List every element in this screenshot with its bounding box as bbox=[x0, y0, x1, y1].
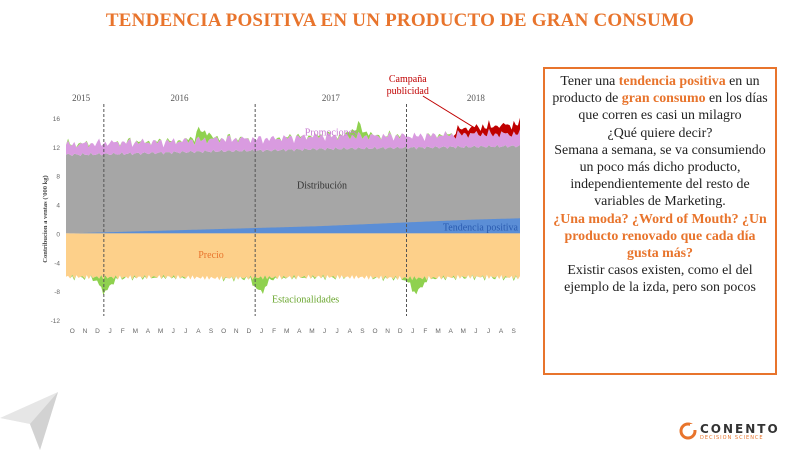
x-tick-label: D bbox=[247, 328, 252, 335]
year-label: 2016 bbox=[171, 93, 190, 103]
y-tick-label: -8 bbox=[54, 289, 60, 296]
estacionalidades-label: Estacionalidades bbox=[272, 295, 339, 306]
x-tick-label: J bbox=[336, 328, 339, 335]
x-tick-label: N bbox=[83, 328, 88, 335]
y-tick-label: 8 bbox=[56, 174, 60, 181]
x-tick-label: J bbox=[109, 328, 112, 335]
x-tick-label: O bbox=[70, 328, 75, 335]
year-label: 2018 bbox=[467, 93, 486, 103]
y-axis-label: Contribucion a ventas ('000 kg) bbox=[42, 175, 49, 262]
tendencia-label: Tendencia positiva bbox=[443, 223, 519, 234]
x-tick-label: M bbox=[461, 328, 466, 335]
x-tick-label: A bbox=[146, 328, 151, 335]
text-p1-a: Tener una bbox=[560, 74, 619, 89]
logo-tagline: DECISION SCIENCE bbox=[700, 435, 764, 441]
text-highlight-gran-consumo: gran consumo bbox=[621, 91, 706, 107]
precio-label: Precio bbox=[198, 250, 224, 261]
x-tick-label: F bbox=[121, 328, 125, 335]
text-explanation: Semana a semana, se va consumiendo un po… bbox=[554, 142, 766, 210]
x-tick-label: M bbox=[158, 328, 163, 335]
x-tick-label: O bbox=[372, 328, 377, 335]
distribucion-area bbox=[66, 144, 520, 234]
y-tick-label: -4 bbox=[54, 260, 60, 267]
slide-title: TENDENCIA POSITIVA EN UN PRODUCTO DE GRA… bbox=[105, 10, 695, 31]
y-tick-label: -12 bbox=[51, 318, 61, 325]
stacked-area-chart: -12 -8 -4 0 4 8 12 16 Contribucion a ventas ('00… bbox=[36, 70, 526, 345]
conento-logo-icon bbox=[679, 422, 698, 440]
x-tick-label: J bbox=[184, 328, 187, 335]
precio-area bbox=[66, 233, 520, 281]
y-tick-label: 16 bbox=[53, 116, 61, 123]
x-tick-label: A bbox=[297, 328, 302, 335]
campana-arrow-head bbox=[474, 125, 481, 132]
x-tick-label: J bbox=[323, 328, 326, 335]
x-tick-label: J bbox=[411, 328, 414, 335]
x-tick-label: A bbox=[448, 328, 453, 335]
x-tick-label: D bbox=[398, 328, 403, 335]
x-tick-label: S bbox=[360, 328, 365, 335]
y-tick-label: 0 bbox=[56, 231, 60, 238]
text-question: ¿Qué quiere decir? bbox=[607, 125, 713, 141]
y-tick-label: 4 bbox=[56, 203, 60, 210]
text-p1-e: en los días que corren es casi un milagr… bbox=[578, 91, 768, 124]
x-tick-label: F bbox=[272, 328, 276, 335]
x-tick-label: M bbox=[309, 328, 314, 335]
x-tick-label: D bbox=[95, 328, 100, 335]
x-tick-label: N bbox=[385, 328, 390, 335]
x-tick-label: J bbox=[260, 328, 263, 335]
distribucion-label: Distribución bbox=[297, 181, 347, 192]
x-tick-label: O bbox=[221, 328, 226, 335]
campana-label-line2: publicidad bbox=[387, 86, 429, 97]
estacionalidades-pos-area bbox=[66, 120, 520, 148]
campana-label-line1: Campaña bbox=[389, 74, 427, 85]
text-highlight-questions: ¿Una moda? ¿Word of Mouth? ¿Un producto … bbox=[553, 211, 767, 262]
text-p1-c: en un producto de bbox=[552, 74, 760, 107]
x-tick-label: S bbox=[209, 328, 214, 335]
x-tick-label: N bbox=[234, 328, 239, 335]
text-highlight-tendencia: tendencia positiva bbox=[618, 74, 726, 89]
x-tick-label: S bbox=[512, 328, 517, 335]
year-label: 2015 bbox=[72, 93, 91, 103]
x-tick-label: J bbox=[487, 328, 490, 335]
x-tick-label: J bbox=[172, 328, 175, 335]
x-tick-label: A bbox=[499, 328, 504, 335]
watermark-arrow-icon bbox=[0, 392, 58, 450]
conento-logo: CONENTO DECISION SCIENCE bbox=[678, 421, 788, 445]
x-tick-label: F bbox=[423, 328, 427, 335]
logo-name: CONENTO bbox=[700, 422, 780, 436]
campana-arrow-line bbox=[422, 95, 480, 132]
y-tick-label: 12 bbox=[53, 145, 61, 152]
x-tick-label: A bbox=[348, 328, 353, 335]
x-tick-label: A bbox=[196, 328, 201, 335]
x-tick-label: M bbox=[435, 328, 440, 335]
chart-svg: -12 -8 -4 0 4 8 12 16 Contribucion a ventas ('00… bbox=[42, 74, 520, 335]
x-tick-label: M bbox=[284, 328, 289, 335]
x-tick-label: M bbox=[133, 328, 138, 335]
text-conclusion: Existir casos existen, como el del ejemp… bbox=[564, 263, 756, 296]
promociones-area bbox=[66, 128, 520, 157]
promociones-label: Promociones bbox=[305, 127, 357, 138]
year-label: 2017 bbox=[322, 93, 341, 103]
commentary-box: Tener una tendencia positiva en un produ… bbox=[543, 67, 777, 375]
x-tick-label: J bbox=[474, 328, 477, 335]
